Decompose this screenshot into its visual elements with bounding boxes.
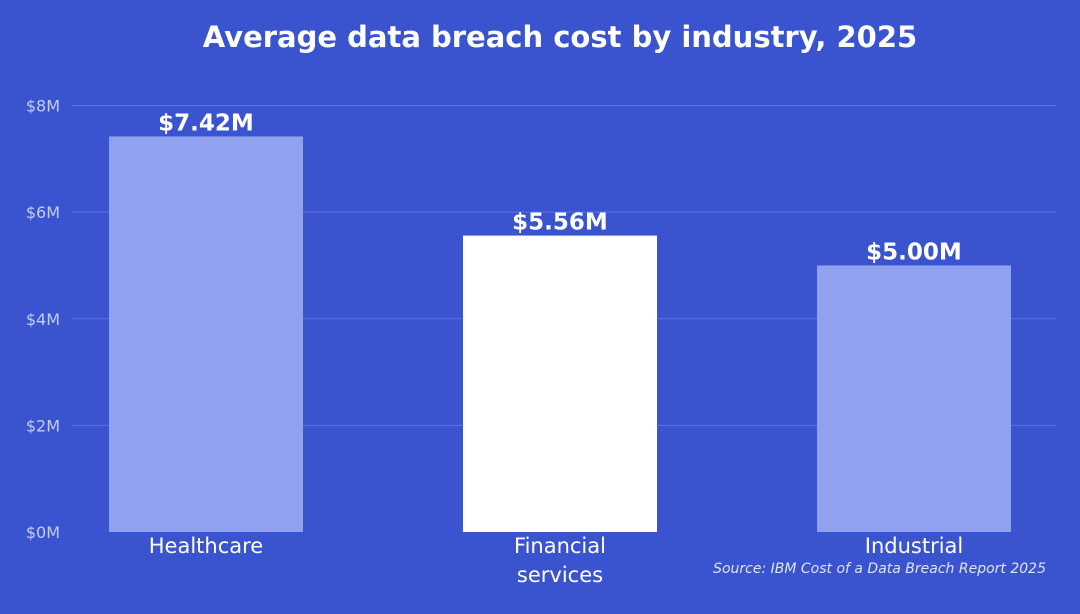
y-axis-ticks: $0M $2M $4M $6M $8M <box>26 97 60 543</box>
chart-title: Average data breach cost by industry, 20… <box>203 20 917 54</box>
x-tick-label: services <box>517 563 603 587</box>
y-tick-label: $4M <box>26 310 60 329</box>
bar <box>817 265 1011 532</box>
bars <box>109 136 1011 532</box>
x-tick-label: Industrial <box>865 534 964 558</box>
data-label: $7.42M <box>158 110 254 136</box>
source-note: Source: IBM Cost of a Data Breach Report… <box>713 561 1046 577</box>
data-labels: $7.42M $5.56M $5.00M <box>158 110 962 265</box>
bar <box>463 235 657 532</box>
x-axis-ticks: Healthcare Financial services Industrial <box>149 534 963 587</box>
y-tick-label: $0M <box>26 523 60 542</box>
x-tick-label: Healthcare <box>149 534 263 558</box>
x-tick-label: Financial <box>514 534 606 558</box>
y-tick-label: $2M <box>26 416 60 435</box>
y-tick-label: $6M <box>26 203 60 222</box>
y-tick-label: $8M <box>26 97 60 116</box>
bar <box>109 136 303 532</box>
data-label: $5.56M <box>512 210 608 236</box>
data-label: $5.00M <box>866 239 962 265</box>
